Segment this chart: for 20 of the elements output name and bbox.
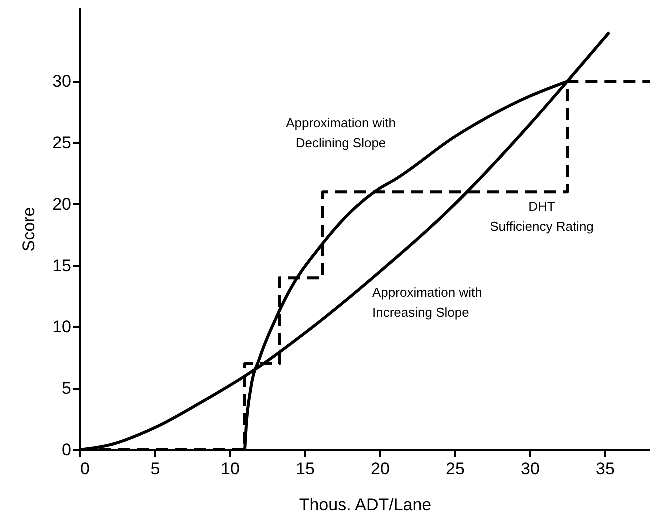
y-axis-title: Score [20,207,39,252]
series-label: Approximation with Increasing Slope [372,284,482,320]
y-tick-label: 30 [52,72,72,92]
x-tick-label: 0 [80,460,90,478]
x-tick-label: 30 [521,460,540,478]
x-tick-label: 25 [446,460,465,478]
y-tick-label: 5 [62,379,72,398]
x-tick-label: 5 [150,460,160,478]
x-axis-title: Thous. ADT/Lane [299,496,432,514]
x-tick-label: 10 [221,460,240,478]
y-tick-label: 20 [52,194,72,214]
x-tick-label: 15 [296,460,315,478]
y-tick-label: 0 [62,440,72,460]
y-tick-label: 10 [52,318,72,337]
y-tick-label: 25 [52,134,72,153]
series-label: Approximation with Declining Slope [286,115,396,150]
series-label: DHT Sufficiency Rating [490,198,594,234]
y-tick-label: 15 [52,256,72,276]
x-tick-label: 35 [596,460,615,478]
x-tick-label: 20 [371,460,390,478]
